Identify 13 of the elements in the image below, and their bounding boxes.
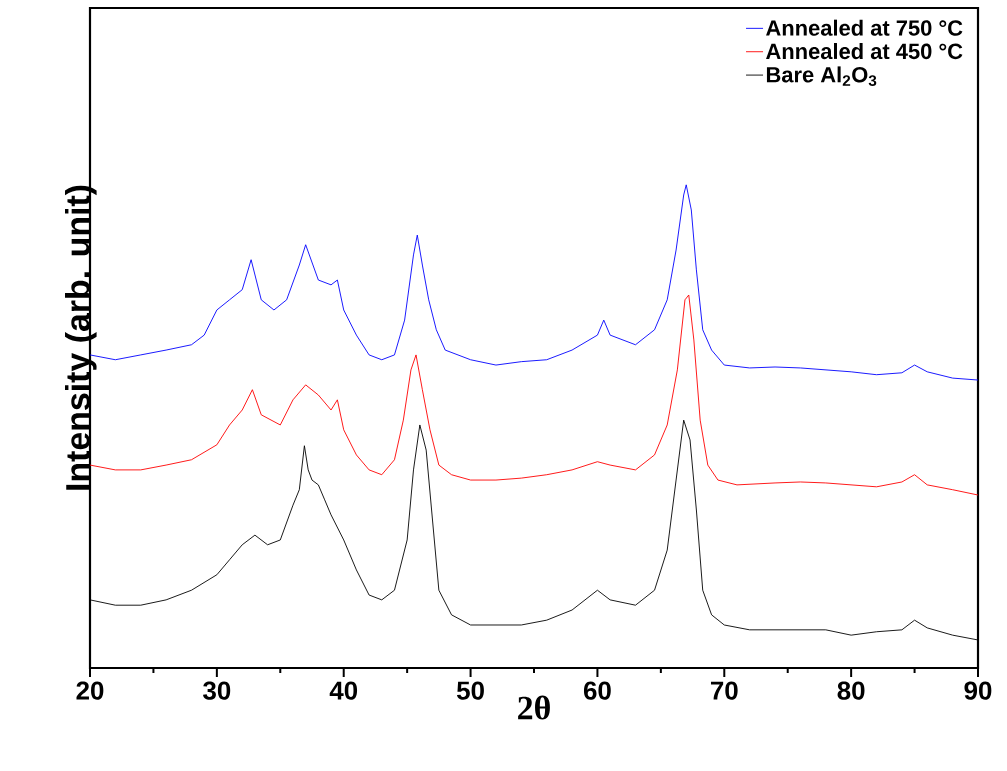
x-tick-label: 60 <box>583 681 611 700</box>
x-tick-label: 90 <box>964 681 992 700</box>
x-tick-label: 80 <box>837 681 865 700</box>
legend-label: Bare Al$_{2}$O$_{3}$ <box>766 66 877 87</box>
legend-label: Annealed at 450 °C <box>766 43 963 60</box>
x-tick-label: 30 <box>203 681 231 700</box>
x-tick-label: 20 <box>76 681 104 700</box>
legend-label: Annealed at 750 °C <box>766 19 963 36</box>
x-tick-label: 70 <box>710 681 738 700</box>
x-axis-title: 2θ <box>518 695 550 720</box>
x-tick-label: 40 <box>329 681 358 700</box>
y-axis-title: Intensity (arb. unit) <box>65 185 97 490</box>
x-tick-label: 50 <box>456 681 484 700</box>
